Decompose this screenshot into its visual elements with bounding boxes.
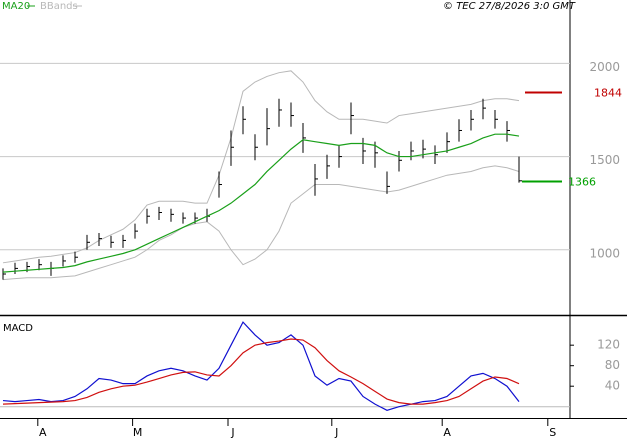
x-tick-label: S	[549, 426, 556, 439]
y-tick-label: 80	[605, 358, 620, 372]
bband-upper	[2, 70, 520, 264]
ma-line	[2, 133, 520, 273]
legend-label: MA20	[2, 1, 30, 12]
y-tick-label: 40	[605, 379, 620, 393]
x-tick-label: M	[133, 426, 143, 439]
price-marker-label: 1844	[594, 86, 622, 99]
bband-lower	[2, 165, 520, 281]
price-marker-label: 1366	[568, 176, 596, 189]
macd-title: MACD	[3, 323, 33, 334]
x-tick-label: A	[39, 426, 47, 439]
x-tick-label: J	[230, 426, 234, 439]
source-note: © TEC 27/8/2026 3:0 GMT	[443, 1, 576, 12]
y-tick-label: 1500	[589, 153, 620, 167]
y-tick-label: 1000	[589, 246, 620, 260]
y-tick-label: 120	[597, 338, 620, 352]
macd-line	[2, 338, 520, 405]
macd-line	[2, 321, 520, 411]
legend-label: BBands	[40, 1, 78, 12]
y-tick-label: 2000	[589, 60, 620, 74]
x-tick-label: J	[334, 426, 338, 439]
x-tick-label: A	[443, 426, 451, 439]
